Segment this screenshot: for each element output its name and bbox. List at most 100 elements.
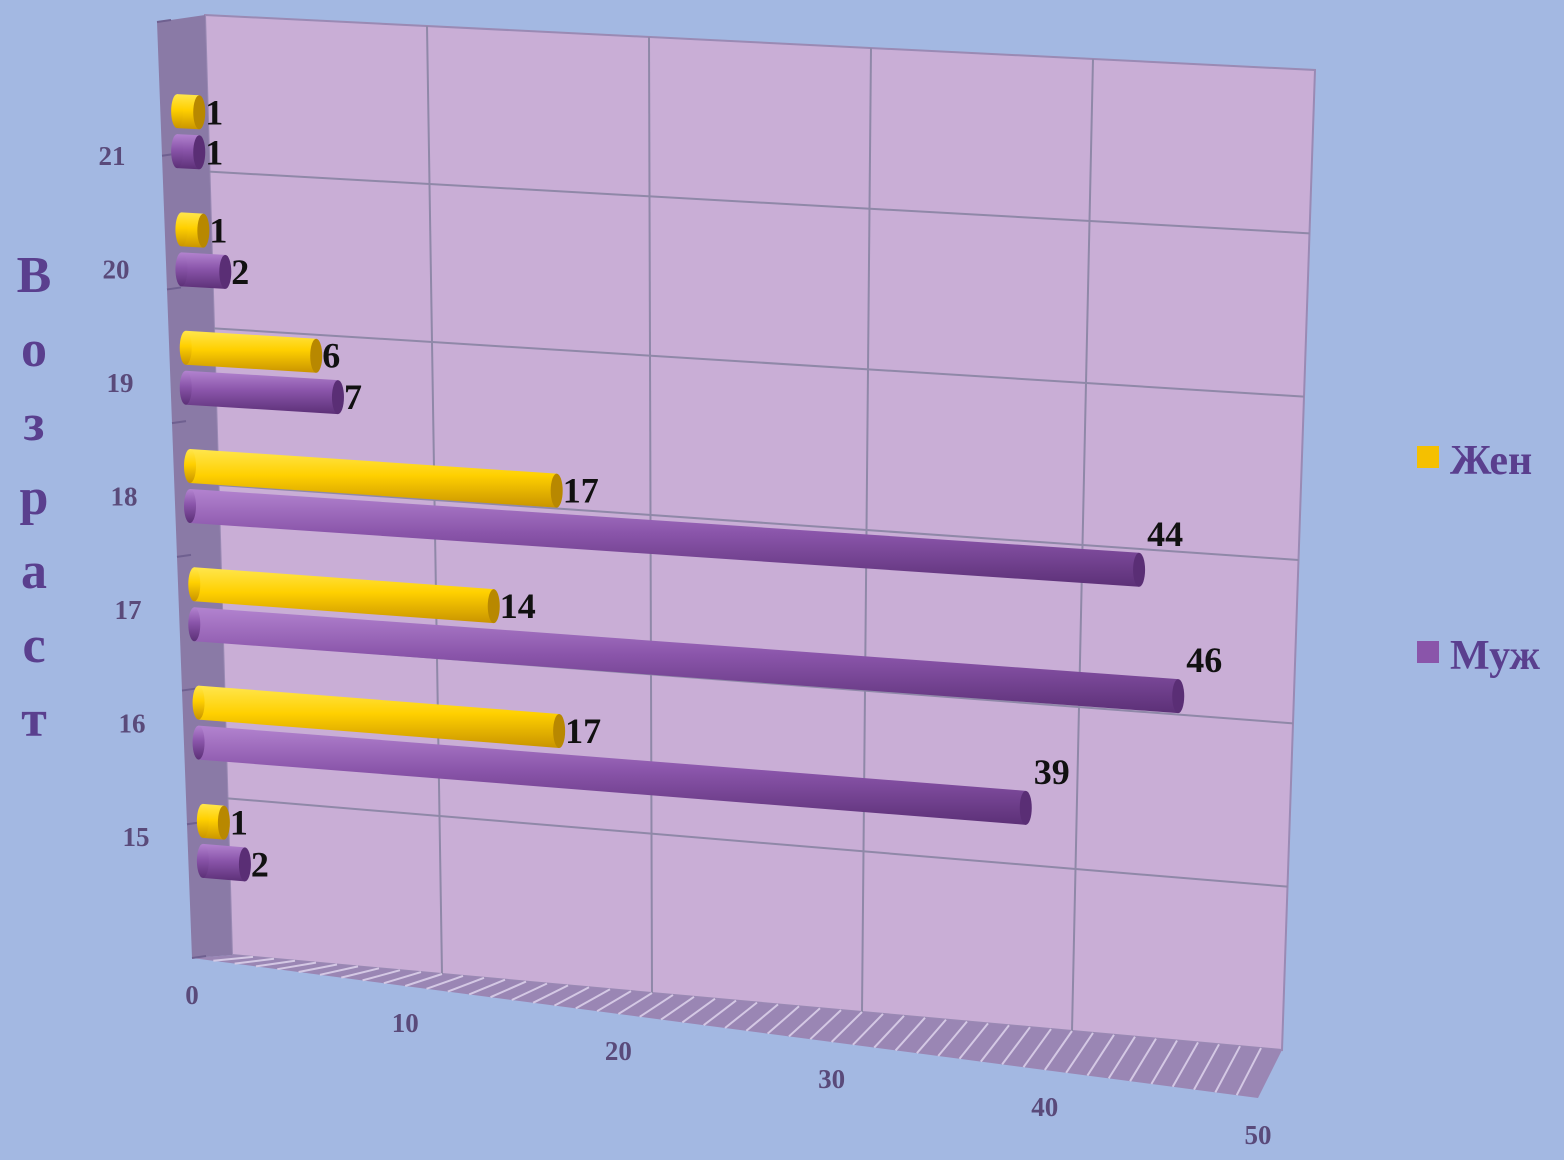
data-label: 2 [251, 844, 269, 884]
bar-start-cap [196, 803, 209, 838]
floor-hatch-line [1129, 1038, 1157, 1082]
bar-end-cap [217, 805, 230, 840]
bar-body [198, 725, 1026, 825]
floor-hatch-line [532, 984, 569, 1004]
floor-hatch-line [404, 973, 443, 987]
bar-body [181, 252, 226, 289]
bar-start-cap [184, 449, 196, 483]
bar [188, 567, 500, 624]
floor-hatch-line [213, 955, 254, 962]
floor-hatch-line [1235, 1047, 1262, 1096]
floor-hatch-line [277, 961, 317, 971]
side-wall [157, 15, 232, 958]
floor-hatch-line [830, 1011, 863, 1043]
floor-hatch-line [511, 982, 548, 1001]
bar-body [194, 567, 494, 624]
bar-start-cap [171, 134, 184, 169]
bar-end-cap [553, 714, 566, 749]
bar-end-cap [197, 213, 210, 248]
bar-end-cap [310, 338, 323, 373]
floor-hatch-line [788, 1007, 821, 1038]
bar-body [198, 685, 560, 749]
data-label: 1 [205, 132, 223, 172]
floor-hatch-line [639, 994, 674, 1018]
x-tick-label: 30 [818, 1064, 845, 1094]
bar-start-cap [188, 567, 201, 602]
floor-hatch-line [852, 1013, 884, 1046]
floor [192, 955, 1282, 1098]
bar-start-cap [192, 725, 205, 760]
bar-end-cap [331, 380, 344, 415]
floor-hatch-line [958, 1022, 989, 1060]
y-tick-label: 16 [119, 709, 146, 739]
floor-hatch-line [468, 978, 506, 996]
data-label: 17 [565, 711, 601, 751]
y-axis-title-letter: з [24, 395, 45, 452]
bar-start-cap [175, 252, 188, 287]
y-tick-mark [171, 420, 187, 425]
bar [192, 685, 566, 749]
x-tick-label: 10 [392, 1008, 419, 1038]
bar-body [181, 212, 204, 248]
floor-hatch-line [1043, 1030, 1073, 1071]
legend-swatch [1417, 446, 1439, 468]
bars [171, 94, 1185, 882]
y-axis-ticks [156, 19, 207, 959]
floor-hatch-line [703, 999, 737, 1026]
floor-hatch-line [724, 1001, 758, 1029]
x-tick-label: 0 [185, 980, 199, 1010]
bar-body [185, 370, 338, 415]
y-tick-label: 20 [103, 254, 130, 284]
x-tick-label: 50 [1245, 1120, 1272, 1150]
x-tick-label: 40 [1031, 1092, 1058, 1122]
bar [184, 449, 563, 508]
legend-label: Муж [1450, 633, 1541, 679]
y-axis-title-letter: с [22, 617, 45, 674]
y-tick-label: 19 [107, 368, 134, 398]
gridline-horizontal [213, 327, 1305, 398]
bar-start-cap [196, 843, 209, 878]
bar [175, 212, 210, 248]
floor-hatch-line [1193, 1043, 1220, 1091]
floor-hatch-line [426, 974, 464, 990]
floor-hatch-line [1150, 1039, 1178, 1085]
bar-body [185, 330, 317, 373]
floor-hatch-line [383, 971, 422, 985]
bar-end-cap [1172, 679, 1185, 714]
y-tick-label: 15 [123, 822, 150, 852]
y-axis-title-letter: а [21, 543, 47, 600]
bar-end-cap [550, 473, 563, 508]
legend-swatch [1417, 641, 1439, 663]
data-label: 7 [344, 377, 362, 417]
y-axis-title-letter: т [21, 691, 47, 748]
floor-hatch-line [1022, 1028, 1052, 1068]
y-tick-mark [166, 286, 182, 291]
floor-hatch-line [660, 995, 695, 1021]
floor-hatch-line [937, 1020, 968, 1057]
y-tick-mark [156, 19, 172, 23]
y-axis-title-letter: В [17, 247, 52, 304]
floor-hatch-line [745, 1003, 779, 1032]
gridline-horizontal [227, 797, 1288, 888]
bar-body [190, 449, 557, 508]
bar [175, 252, 232, 289]
y-tick-mark [191, 955, 207, 959]
y-axis-title-letter: р [20, 469, 49, 526]
y-tick-label: 17 [115, 595, 142, 625]
y-tick-mark [181, 687, 197, 692]
bar-end-cap [238, 847, 251, 882]
floor-hatch-line [575, 988, 611, 1010]
bar-start-cap [184, 489, 196, 523]
bar [171, 134, 206, 170]
bar-start-cap [171, 94, 184, 129]
data-label: 14 [500, 586, 536, 626]
floor-hatch-line [980, 1024, 1010, 1063]
floor-hatch-line [1214, 1045, 1241, 1093]
bar-body [177, 134, 200, 170]
floor-hatch-line [809, 1009, 842, 1040]
bar-end-cap [193, 95, 206, 130]
floor-hatch-line [447, 976, 485, 993]
data-label: 1 [209, 211, 227, 251]
